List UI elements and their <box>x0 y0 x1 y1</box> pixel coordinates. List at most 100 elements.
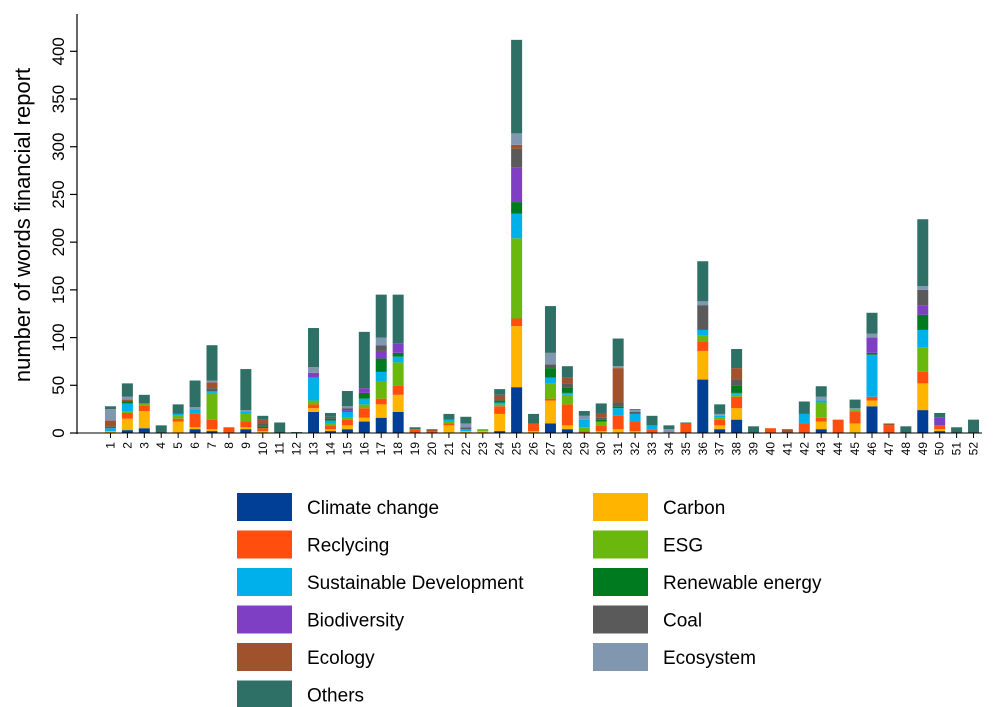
bar-segment <box>460 427 472 430</box>
bar-segment <box>815 400 827 403</box>
bar-segment <box>257 423 269 427</box>
bar-segment <box>511 133 523 145</box>
bar-segment <box>206 382 218 389</box>
bar-segment <box>324 431 336 433</box>
bar-segment <box>612 415 624 430</box>
bar-segment <box>172 418 184 422</box>
bar-segment <box>358 404 370 409</box>
bar-segment <box>409 427 421 430</box>
bar-segment <box>629 413 641 422</box>
bar-segment <box>578 419 590 428</box>
bar-segment <box>341 408 353 411</box>
bar-segment <box>612 429 624 433</box>
bar-segment <box>561 377 573 384</box>
bar-segment <box>815 396 827 401</box>
bar-segment <box>595 425 607 432</box>
bar-segment <box>866 312 878 334</box>
bar-segment <box>426 429 438 432</box>
x-tick-label: 36 <box>696 442 710 456</box>
bar-segment <box>629 409 641 411</box>
bar-segment <box>917 289 929 306</box>
legend-label: Coal <box>663 611 702 632</box>
bar-segment <box>155 425 167 433</box>
bar-segment <box>138 394 150 404</box>
bar-segment <box>257 419 269 424</box>
bar-segment <box>934 429 946 432</box>
bar-segment <box>815 429 827 433</box>
bar-segment <box>731 394 743 397</box>
bar-segment <box>443 419 455 422</box>
bar-segment <box>849 423 861 433</box>
bar-segment <box>697 329 709 336</box>
bar-segment <box>138 411 150 429</box>
legend-label: Climate change <box>307 498 439 519</box>
x-tick-label: 22 <box>459 442 473 456</box>
bar-segment <box>494 394 506 401</box>
bar-segment <box>189 427 201 430</box>
bar-segment <box>578 427 590 432</box>
x-tick-label: 52 <box>967 442 981 456</box>
bar-segment <box>104 428 116 432</box>
bar-segment <box>375 404 387 418</box>
bar-segment <box>138 403 150 406</box>
bar-segment <box>714 415 726 418</box>
legend-label: Ecosystem <box>663 648 756 669</box>
x-tick-label: 3 <box>137 442 151 449</box>
x-tick-label: 30 <box>594 442 608 456</box>
legend-label: Others <box>307 686 364 707</box>
bar-segment <box>358 417 370 422</box>
bar-segment <box>731 419 743 433</box>
bar-segment <box>104 431 116 433</box>
bar-segment <box>341 419 353 426</box>
x-tick-label: 49 <box>916 442 930 456</box>
x-tick-label: 50 <box>933 442 947 456</box>
x-tick-label: 7 <box>205 442 219 449</box>
bar-segment <box>240 421 252 428</box>
x-tick-label: 44 <box>831 442 845 456</box>
bar-segment <box>815 417 827 422</box>
bar-segment <box>544 306 556 353</box>
bar-segment <box>375 417 387 433</box>
bar-segment <box>460 431 472 433</box>
x-tick-label: 4 <box>154 442 168 449</box>
bar-segment <box>731 385 743 393</box>
x-tick-label: 42 <box>797 442 811 456</box>
bar-segment <box>714 404 726 414</box>
x-tick-label: 11 <box>273 442 287 455</box>
bar-segment <box>324 416 336 419</box>
y-axis-title: number of words financial report <box>10 68 35 382</box>
bar-segment <box>629 410 641 413</box>
bar-segment <box>511 326 523 388</box>
bar-segment <box>561 394 573 405</box>
bar-segment <box>561 366 573 378</box>
bar-segment <box>832 419 844 433</box>
bar-segment <box>917 347 929 372</box>
bar-segment <box>934 431 946 433</box>
bar-segment <box>121 418 133 431</box>
bar-segment <box>257 428 269 432</box>
x-tick-label: 25 <box>510 442 524 456</box>
x-tick-label: 21 <box>442 442 456 456</box>
bar-segment <box>240 410 252 413</box>
legend-swatch <box>237 605 292 634</box>
x-tick-label: 46 <box>865 442 879 456</box>
bar-segment <box>866 406 878 433</box>
x-tick-label: 9 <box>239 442 253 449</box>
bar-segment <box>849 412 861 424</box>
bar-segment <box>680 422 692 424</box>
bar-segment <box>511 213 523 239</box>
bar-segment <box>257 431 269 433</box>
bar-segment <box>866 400 878 407</box>
legend-label: Renewable energy <box>663 573 822 594</box>
legend-label: Ecology <box>307 648 375 669</box>
bar-segment <box>544 400 556 424</box>
bar-segment <box>595 403 607 414</box>
x-tick-label: 17 <box>374 442 388 456</box>
bar-segment <box>308 400 320 405</box>
bar-segment <box>358 392 370 399</box>
bar-segment <box>189 429 201 433</box>
bar-segment <box>697 305 709 330</box>
bar-segment <box>324 425 336 430</box>
bar-segment <box>714 419 726 426</box>
x-tick-label: 15 <box>340 442 354 456</box>
